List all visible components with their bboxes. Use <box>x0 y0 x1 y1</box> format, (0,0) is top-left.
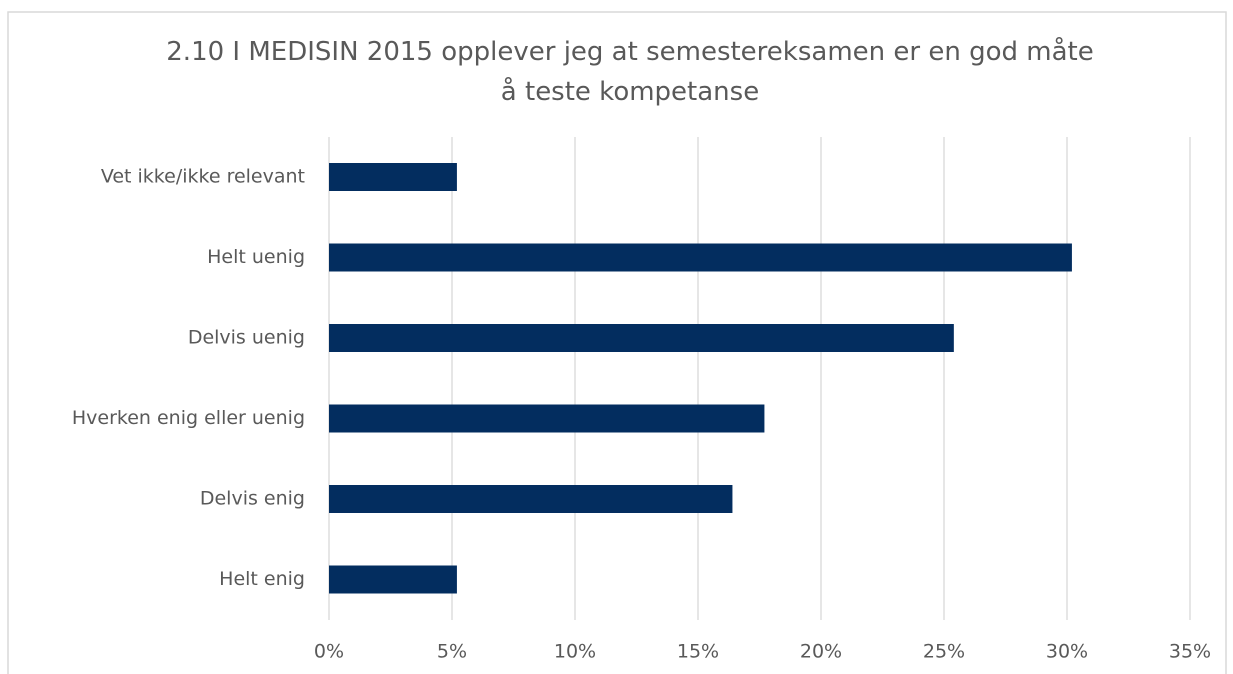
x-tick-label: 10% <box>554 641 596 663</box>
x-tick-label: 0% <box>314 641 344 663</box>
y-tick-label: Delvis enig <box>200 488 305 510</box>
chart-frame <box>7 11 1227 674</box>
bar <box>329 163 457 191</box>
x-tick-label: 30% <box>1046 641 1088 663</box>
x-tick-label: 25% <box>923 641 965 663</box>
chart-title: 2.10 I MEDISIN 2015 opplever jeg at seme… <box>166 37 1094 107</box>
y-tick-label: Helt enig <box>219 568 305 590</box>
bar <box>329 324 954 352</box>
y-tick-label: Vet ikke/ikke relevant <box>101 166 305 188</box>
bar <box>329 565 457 594</box>
bar <box>329 485 733 513</box>
y-tick-label: Hverken enig eller uenig <box>72 407 305 429</box>
bar <box>329 404 765 433</box>
bar <box>329 243 1072 272</box>
y-tick-label: Delvis uenig <box>188 327 305 349</box>
x-tick-label: 5% <box>437 641 467 663</box>
x-tick-label: 20% <box>800 641 842 663</box>
y-tick-label: Helt uenig <box>207 246 305 268</box>
x-tick-label: 15% <box>677 641 719 663</box>
x-tick-label: 35% <box>1169 641 1211 663</box>
